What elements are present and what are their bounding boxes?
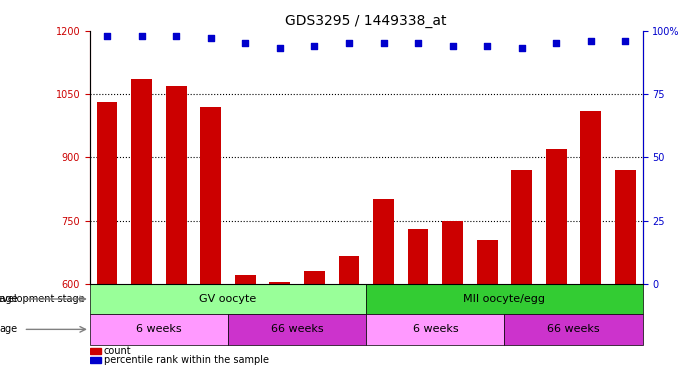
Bar [90,348,101,354]
Text: GV oocyte: GV oocyte [200,294,256,304]
Point [309,43,320,49]
Point [551,40,562,46]
Bar [90,357,101,363]
FancyBboxPatch shape [504,314,643,344]
Bar [615,170,636,384]
Point [620,38,631,44]
Title: GDS3295 / 1449338_at: GDS3295 / 1449338_at [285,14,447,28]
Text: 6 weeks: 6 weeks [136,324,182,334]
Point [240,40,251,46]
Text: percentile rank within the sample: percentile rank within the sample [104,355,269,365]
Bar [580,111,601,384]
Bar [97,103,117,384]
FancyBboxPatch shape [366,314,504,344]
Point [378,40,389,46]
Bar [511,170,532,384]
Text: development stage: development stage [0,294,18,304]
Text: MII oocyte/egg: MII oocyte/egg [464,294,545,304]
Bar [131,79,152,384]
Bar [269,282,290,384]
Text: age: age [0,324,18,334]
FancyBboxPatch shape [90,314,228,344]
Point [413,40,424,46]
Point [136,33,147,39]
Bar [408,229,428,384]
FancyBboxPatch shape [366,284,643,314]
Bar [477,240,498,384]
FancyBboxPatch shape [228,314,366,344]
FancyBboxPatch shape [90,284,366,314]
Point [447,43,458,49]
Bar [304,271,325,384]
Bar [235,275,256,384]
Point [482,43,493,49]
Bar [442,220,463,384]
Point [205,35,216,41]
Text: development stage: development stage [0,294,84,304]
Bar [339,257,359,384]
Bar [546,149,567,384]
Bar [373,199,394,384]
Point [343,40,354,46]
Text: 6 weeks: 6 weeks [413,324,458,334]
Text: count: count [104,346,131,356]
Bar [166,86,187,384]
Point [102,33,113,39]
Point [516,45,527,51]
Point [171,33,182,39]
Bar [200,107,221,384]
Point [274,45,285,51]
Text: 66 weeks: 66 weeks [271,324,323,334]
Point [585,38,596,44]
Text: 66 weeks: 66 weeks [547,324,600,334]
